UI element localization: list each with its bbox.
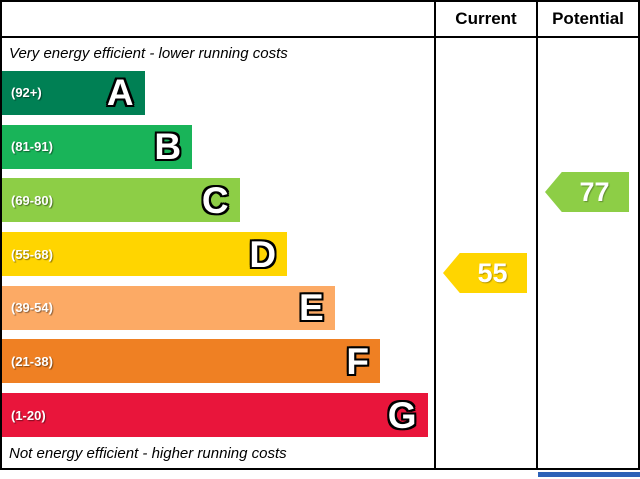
band-c-bar: (69-80) C: [2, 178, 240, 223]
bands-column: Very energy efficient - lower running co…: [2, 38, 434, 468]
band-row-c: (69-80) C: [2, 173, 434, 227]
band-b-letter: B: [154, 126, 182, 168]
header-spacer: [2, 2, 434, 36]
band-b-bar: (81-91) B: [2, 124, 193, 169]
band-a-letter: A: [106, 72, 134, 114]
band-e-range: (39-54): [11, 300, 53, 316]
band-d-bar: (55-68) D: [2, 232, 288, 277]
band-row-g: (1-20) G: [2, 388, 434, 442]
band-b-range: (81-91): [11, 139, 53, 155]
current-column-header: Current: [434, 2, 536, 36]
band-e-bar: (39-54) E: [2, 285, 335, 330]
chart-body: Very energy efficient - lower running co…: [2, 38, 638, 468]
band-row-b: (81-91) B: [2, 120, 434, 174]
band-e-letter: E: [298, 287, 324, 329]
band-f-range: (21-38): [11, 353, 53, 369]
potential-rating-column: 77: [536, 38, 638, 468]
bottom-caption: Not energy efficient - higher running co…: [9, 445, 287, 463]
band-f-letter: F: [346, 340, 369, 382]
band-d-range: (55-68): [11, 246, 53, 262]
potential-column-header: Potential: [536, 2, 638, 36]
band-row-a: (92+) A: [2, 66, 434, 120]
band-d-letter: D: [249, 233, 277, 275]
current-rating-arrow: 55: [443, 253, 527, 293]
potential-rating-arrow: 77: [545, 172, 629, 212]
band-c-letter: C: [201, 179, 229, 221]
chart-header: Current Potential: [2, 2, 638, 38]
band-a-range: (92+): [11, 85, 42, 101]
band-c-range: (69-80): [11, 192, 53, 208]
band-row-e: (39-54) E: [2, 281, 434, 335]
cropped-box-top-border: [538, 472, 640, 477]
current-rating-value: 55: [477, 257, 508, 288]
band-g-bar: (1-20) G: [2, 393, 428, 438]
band-row-f: (21-38) F: [2, 335, 434, 389]
current-rating-column: 55: [434, 38, 536, 468]
band-g-letter: G: [387, 394, 417, 436]
band-f-bar: (21-38) F: [2, 339, 380, 384]
top-caption: Very energy efficient - lower running co…: [9, 45, 288, 62]
band-a-bar: (92+) A: [2, 70, 145, 115]
potential-rating-value: 77: [579, 176, 610, 207]
band-g-range: (1-20): [11, 407, 46, 423]
band-row-d: (55-68) D: [2, 227, 434, 281]
